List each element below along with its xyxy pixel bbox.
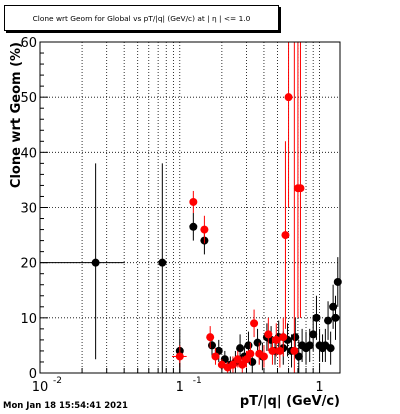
data-point	[309, 330, 318, 339]
data-point	[291, 333, 300, 342]
y-tick-label: 0	[29, 367, 37, 382]
x-tick-label: 1	[315, 380, 323, 395]
data-point	[290, 346, 299, 355]
data-point	[242, 355, 251, 364]
data-point	[189, 222, 198, 231]
data-point	[275, 346, 284, 355]
y-axis-label: Clone wrt Geom (%)	[9, 42, 24, 188]
data-point	[279, 333, 288, 342]
data-point	[175, 352, 184, 361]
timestamp: Mon Jan 18 15:54:41 2021	[3, 401, 128, 411]
data-point	[208, 341, 217, 350]
x-tick-label: 1	[176, 380, 184, 395]
y-tick-label: 30	[20, 202, 37, 217]
chart-title-box: Clone wrt Geom for Global vs pT/|q| (GeV…	[4, 5, 279, 31]
data-point	[250, 319, 259, 328]
series-0	[40, 163, 342, 373]
data-point	[158, 258, 167, 267]
chart-title: Clone wrt Geom for Global vs pT/|q| (GeV…	[32, 13, 251, 23]
data-point	[305, 341, 314, 350]
data-series	[40, 42, 342, 373]
y-tick-label: 40	[20, 146, 37, 161]
data-point	[324, 316, 333, 325]
x-tick-label: 10	[32, 380, 49, 395]
data-point	[268, 346, 277, 355]
data-point	[228, 360, 237, 369]
data-point	[244, 341, 253, 350]
data-point	[91, 258, 100, 267]
data-point	[284, 93, 293, 102]
data-point	[281, 231, 290, 240]
data-point	[264, 330, 273, 339]
data-point	[294, 352, 303, 361]
data-point	[333, 277, 342, 286]
data-point	[236, 344, 245, 353]
y-tick-label: 20	[20, 257, 37, 272]
x-tick-exponent: -1	[193, 376, 202, 386]
y-tick-label: 10	[20, 312, 37, 327]
data-point	[259, 352, 268, 361]
data-point	[246, 349, 255, 358]
data-point	[233, 355, 242, 364]
x-axis-label: pT/|q| (GeV/c)	[240, 394, 340, 409]
y-tick-label: 50	[20, 91, 37, 106]
data-point	[312, 313, 321, 322]
data-point	[296, 184, 305, 193]
data-point	[326, 344, 335, 353]
data-point	[272, 335, 281, 344]
data-point	[206, 333, 215, 342]
data-point	[200, 225, 209, 234]
data-point	[211, 352, 220, 361]
data-point	[189, 197, 198, 206]
y-tick-label: 60	[20, 36, 37, 51]
data-point	[253, 338, 262, 347]
series-1	[172, 42, 305, 373]
data-point	[238, 360, 247, 369]
x-tick-exponent: -2	[53, 376, 62, 386]
data-point	[331, 313, 340, 322]
